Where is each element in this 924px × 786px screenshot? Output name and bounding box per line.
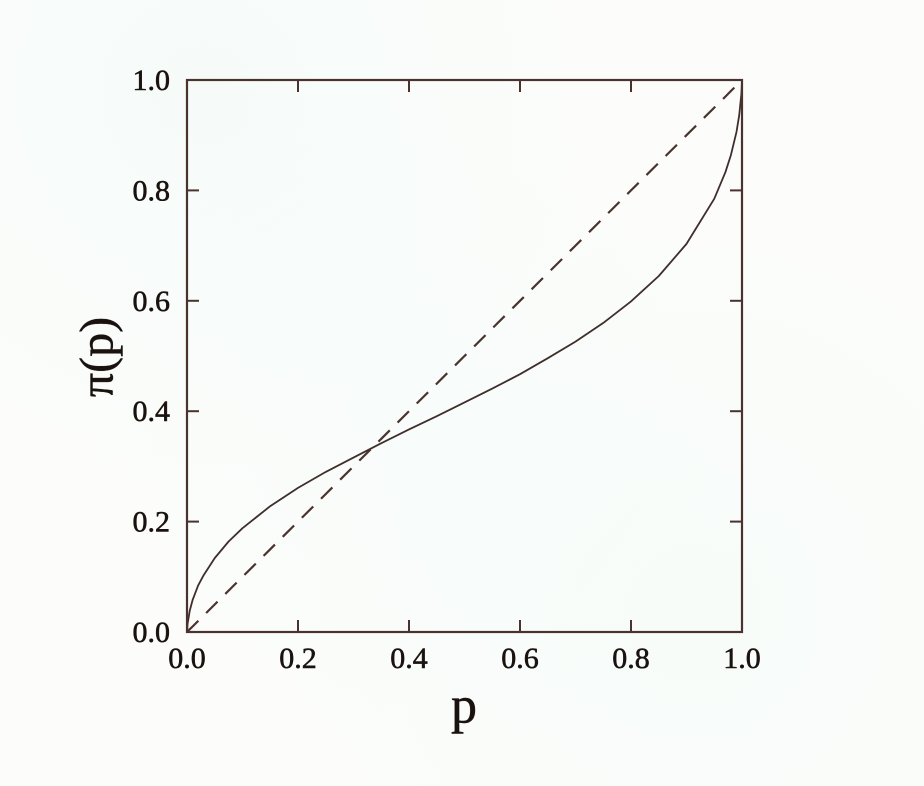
x-axis-title: p (451, 677, 477, 735)
x-tick-label-1.0: 1.0 (723, 642, 761, 675)
y-axis-title: π(p) (70, 316, 124, 398)
x-tick-label-0.0: 0.0 (168, 642, 206, 675)
y-tick-label-1.0: 1.0 (133, 64, 171, 97)
x-tick-label-0.2: 0.2 (279, 642, 317, 675)
y-tick-label-0.2: 0.2 (133, 506, 171, 539)
axes-frame (185, 78, 744, 634)
x-tick-label-0.8: 0.8 (612, 642, 650, 675)
x-tick-label-0.4: 0.4 (390, 642, 428, 675)
y-tick-label-0.6: 0.6 (133, 285, 171, 318)
identity-diagonal-line (186, 79, 743, 633)
weighting-function-curve (186, 79, 743, 633)
y-tick-label-0.8: 0.8 (133, 174, 171, 207)
y-tick-label-0.0: 0.0 (133, 616, 171, 649)
x-tick-label-0.6: 0.6 (501, 642, 539, 675)
y-tick-label-0.4: 0.4 (133, 395, 171, 428)
